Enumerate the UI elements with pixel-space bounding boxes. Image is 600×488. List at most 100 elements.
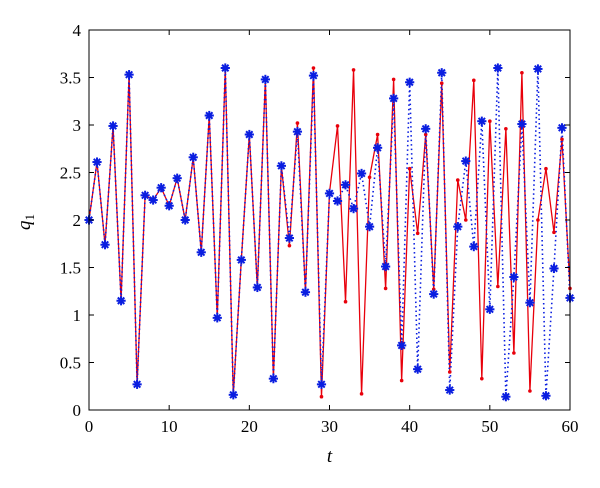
series-2-point [284,233,295,243]
series-2-point [124,70,134,80]
series-2-point [397,340,407,350]
series-1-point [512,351,516,355]
series-2-point [100,240,110,250]
series-1-point [311,66,316,70]
series-2-point [389,93,399,103]
series-2-point [356,168,367,179]
y-axis-label-sub: 1 [22,214,37,221]
series-2-point [445,385,455,395]
series-2-point [252,282,262,293]
series-1-point [447,370,452,374]
series-2-point [196,247,206,257]
x-tick-label: 0 [85,417,94,436]
series-1-point [375,132,380,137]
series-1-point [520,70,524,75]
series-2-point [525,298,535,308]
series-2-point [92,157,102,167]
series-1-point [359,392,364,396]
series-1-point [399,378,404,383]
series-2-point [300,287,311,297]
x-tick-label: 40 [401,417,418,436]
series-2-point [477,116,487,126]
series-2-point [236,255,246,265]
series-2-point [332,196,343,206]
y-tick-label: 1.5 [60,259,81,278]
y-tick-label: 2 [73,211,82,230]
series-1-point [488,119,492,123]
series-2-point [541,391,551,401]
series-2-point [212,313,222,323]
series-2-point [140,190,150,200]
series-2-point [172,173,182,183]
series-2-point [308,71,319,81]
series-2-point [228,390,238,400]
y-tick-label: 1 [73,306,82,325]
series-2-point [461,156,471,166]
series-1-point [504,127,508,131]
series-1-point [455,178,460,182]
series-2-point [429,289,439,299]
series-2-point [132,379,142,389]
series-1-point [295,121,300,125]
series-1-point [335,124,340,128]
series-2-point [116,296,126,306]
x-tick-label: 60 [562,417,579,436]
series-1-point [343,299,348,304]
series-2-point [348,204,359,214]
x-tick-label: 50 [481,417,498,436]
series-2-point [276,161,286,171]
series-2-point [437,68,447,78]
plot-area [89,30,570,410]
series-2-point [413,364,423,374]
series-layer [84,63,575,402]
series-1-point [528,389,532,393]
series-1-point [544,166,548,171]
series-2-point [244,129,254,140]
series-2-point [469,242,479,252]
y-tick-label: 4 [73,21,82,40]
series-2-point [493,63,503,73]
series-2-point [557,123,567,133]
series-1-point [560,137,564,142]
series-2-point [549,263,559,274]
tick-layer: 0 10 20 30 40 50 60 0 0.5 1 1.5 2 2.5 3 3.5 4 [60,21,579,436]
series-1-point [351,68,356,72]
series-2-point [156,183,166,193]
series-2-point [164,201,174,211]
series-1-point [480,376,484,381]
series-1-point [287,243,292,248]
series-2-point [108,121,118,131]
series-2-point [485,304,495,314]
series-2-point [364,222,375,232]
series-2-point [316,379,327,389]
series-2-point [509,272,519,282]
series-2-point [405,77,415,87]
y-tick-label: 0 [73,401,82,420]
series-2-point [324,188,335,198]
series-1-point [472,78,476,83]
y-tick-label: 3.5 [60,69,81,88]
series-2-point [533,64,543,74]
x-tick-label: 30 [321,417,338,436]
series-2-point [517,119,527,129]
series-1-point [496,284,500,289]
series-2-point [260,74,270,84]
series-2-point [268,374,278,384]
series-2-point [180,215,190,225]
y-tick-label: 0.5 [60,354,81,373]
y-tick-label: 3 [73,116,82,135]
series-1-point [415,231,420,236]
series-2-point [381,261,391,272]
series-2-point [188,152,198,162]
series-1-point [407,166,412,171]
series-1-point [423,132,428,137]
series-1-point [463,218,468,222]
series-2-point [501,392,511,402]
plot-frame [88,29,571,411]
series-1-point [439,81,444,85]
series-1-point [319,394,324,399]
y-axis-label: q1 [14,214,37,230]
series-2-point [220,63,230,73]
series-2-point [421,124,431,134]
